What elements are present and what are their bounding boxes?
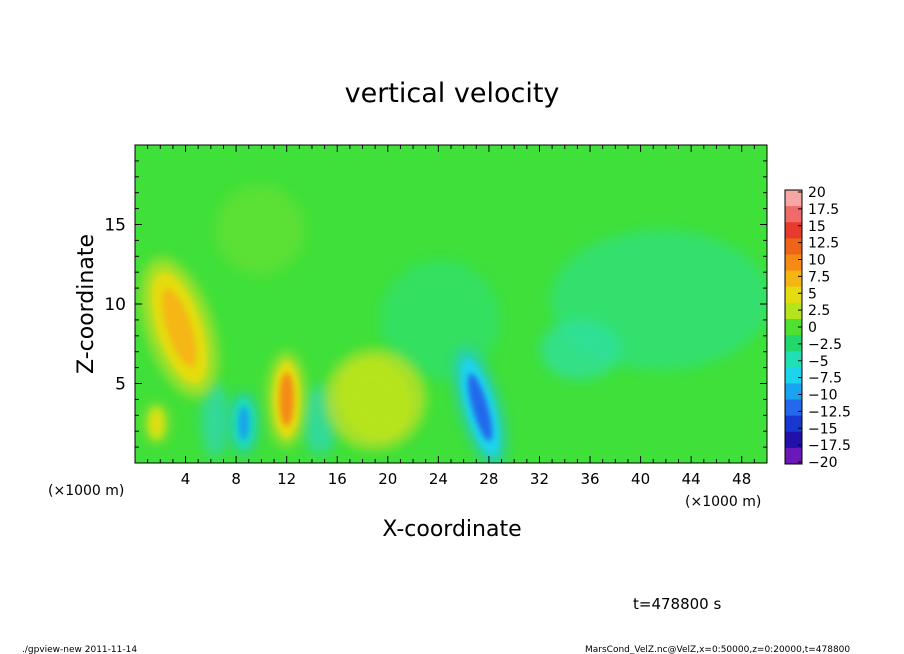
program-label: ./gpview-new 2011-11-14 xyxy=(22,645,137,654)
feature-core xyxy=(467,373,493,442)
field-feature xyxy=(144,403,169,444)
y-tick-label: 15 xyxy=(104,216,126,236)
colorbar-label: 12.5 xyxy=(808,236,839,252)
x-tick-label: 40 xyxy=(631,470,650,488)
colorbar-label: −20 xyxy=(808,455,838,471)
feature-core xyxy=(152,412,161,435)
x-tick-label: 32 xyxy=(530,470,549,488)
field-feature xyxy=(324,349,426,450)
field-feature xyxy=(267,351,307,447)
colorbar-label: 15 xyxy=(808,219,826,235)
colorbar-label: −5 xyxy=(808,354,829,370)
x-tick-label: 48 xyxy=(732,470,751,488)
colorbar-cell xyxy=(785,351,802,368)
colorbar-label: −15 xyxy=(808,421,838,437)
colorbar-label: 7.5 xyxy=(808,269,830,285)
x-tick-label: 20 xyxy=(378,470,397,488)
x-tick-label: 4 xyxy=(181,470,191,488)
colorbar-label: 17.5 xyxy=(808,202,839,218)
y-axis-label: Z-coordinate xyxy=(74,234,99,374)
x-tick-label: 12 xyxy=(277,470,296,488)
x-tick-label: 8 xyxy=(231,470,241,488)
colorbar-label: −10 xyxy=(808,388,838,404)
colorbar-cell xyxy=(785,367,802,384)
colorbar-cell xyxy=(785,447,802,465)
colorbar-cell xyxy=(785,222,802,239)
colorbar-cell xyxy=(785,415,802,433)
x-tick-label: 28 xyxy=(479,470,498,488)
colorbar-label: 10 xyxy=(808,253,826,269)
field-feature xyxy=(228,392,259,455)
colorbar: 2017.51512.5107.552.50−2.5−5−7.5−10−12.5… xyxy=(784,185,851,471)
x-tick-label: 36 xyxy=(580,470,599,488)
field-feature xyxy=(453,346,507,463)
colorbar-label: 0 xyxy=(808,320,817,336)
colorbar-label: −7.5 xyxy=(808,371,842,387)
colorbar-cell xyxy=(785,206,802,223)
colorbar-label: −12.5 xyxy=(808,404,851,420)
colorbar-cell xyxy=(785,254,802,272)
feature-core xyxy=(238,405,250,441)
feature-core xyxy=(279,372,294,426)
x-tick-label: 24 xyxy=(429,470,448,488)
colorbar-cell xyxy=(785,190,802,207)
colorbar-cell xyxy=(785,383,802,401)
x-tick-label: 16 xyxy=(328,470,347,488)
colorbar-cell xyxy=(785,238,802,255)
colorbar-cell xyxy=(785,399,802,417)
colorbar-cell xyxy=(785,286,802,304)
chart-title: vertical velocity xyxy=(345,78,560,109)
colorbar-label: −2.5 xyxy=(808,337,842,353)
y-tick-label: 10 xyxy=(104,295,126,315)
colorbar-label: 20 xyxy=(808,185,826,201)
x-unit-left: (×1000 m) xyxy=(48,483,124,499)
feature-core xyxy=(162,289,197,367)
colorbar-cell xyxy=(785,431,802,449)
time-label: t=478800 s xyxy=(633,595,721,613)
colorbar-cell xyxy=(785,302,802,320)
source-label: MarsCond_VelZ.nc@VelZ,x=0:50000,z=0:2000… xyxy=(585,645,850,654)
plot-field xyxy=(135,145,767,463)
field-feature xyxy=(140,258,218,398)
y-tick-label: 5 xyxy=(115,375,126,395)
colorbar-label: −17.5 xyxy=(808,438,851,454)
colorbar-cell xyxy=(785,335,802,352)
x-unit-right: (×1000 m) xyxy=(685,494,761,510)
colorbar-cell xyxy=(785,270,802,288)
feature-core xyxy=(354,372,396,426)
x-axis-label: X-coordinate xyxy=(382,517,521,542)
colorbar-label: 2.5 xyxy=(808,303,830,319)
x-tick-label: 44 xyxy=(682,470,701,488)
colorbar-cell xyxy=(785,318,802,336)
colorbar-label: 5 xyxy=(808,286,817,302)
